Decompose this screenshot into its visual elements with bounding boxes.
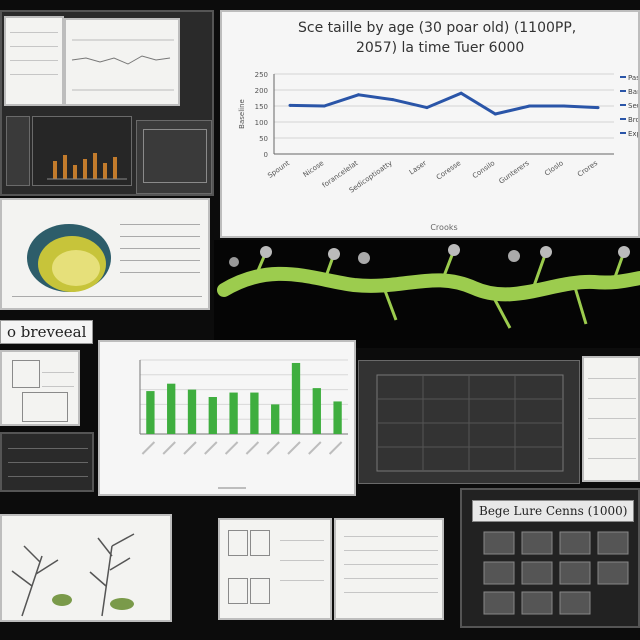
legend-label: Seus bbox=[628, 102, 640, 110]
series-line bbox=[289, 91, 599, 116]
x-tick-placeholder bbox=[204, 441, 218, 455]
legend-label: Broons bbox=[628, 116, 640, 124]
legend-label: Paseta bbox=[628, 74, 640, 82]
legend-label: Exps bbox=[628, 130, 640, 138]
y-tick-label: 200 bbox=[255, 87, 268, 95]
mini-chart-1 bbox=[4, 16, 64, 106]
mini-chart-2 bbox=[64, 18, 180, 106]
data-point bbox=[391, 98, 395, 102]
biography-label: o breveeal bbox=[0, 320, 94, 344]
bar bbox=[271, 404, 280, 434]
leaf-document bbox=[0, 198, 210, 310]
data-point bbox=[528, 104, 532, 108]
data-point bbox=[356, 93, 360, 97]
bar bbox=[250, 392, 259, 434]
x-tick-label: Closlo bbox=[543, 159, 565, 178]
bar bbox=[146, 391, 155, 434]
x-tick-placeholder bbox=[183, 441, 197, 455]
bar bbox=[208, 397, 217, 434]
y-tick-label: 0 bbox=[264, 151, 268, 159]
x-axis-label: Crooks bbox=[430, 223, 457, 232]
leaf-photo bbox=[27, 224, 111, 292]
x-tick-placeholder bbox=[245, 441, 260, 455]
x-tick-label: Crores bbox=[576, 159, 599, 179]
top-left-collage bbox=[0, 10, 214, 196]
grid-panel-svg bbox=[376, 374, 564, 472]
x-tick-placeholder bbox=[141, 441, 156, 455]
y-tick-label: 150 bbox=[255, 103, 268, 111]
y-axis-label: Baseline bbox=[238, 99, 246, 129]
x-tick-label: Coresse bbox=[435, 159, 462, 182]
y-tick-label: 100 bbox=[255, 119, 268, 127]
small-screenshot bbox=[0, 350, 80, 426]
botanical-sketches bbox=[0, 514, 172, 622]
data-point bbox=[322, 104, 326, 108]
x-tick-label: Laser bbox=[408, 159, 428, 177]
botanical-sketch-icon bbox=[11, 533, 135, 617]
mini-dashboard-1 bbox=[6, 116, 30, 186]
bar bbox=[291, 362, 301, 434]
bottom-document-1 bbox=[218, 518, 332, 620]
bottom-right-title: Bege Lure Cenns (1000) bbox=[472, 500, 635, 522]
mini-orange-bars bbox=[47, 153, 127, 180]
x-tick-placeholder bbox=[328, 441, 343, 455]
chart-title-line1: Sce taille by age (30 poar old) (1100PP, bbox=[298, 20, 577, 36]
mini-dashboard-2 bbox=[32, 116, 132, 186]
mini-dashboard-3 bbox=[136, 120, 212, 194]
y-tick-label: 50 bbox=[259, 135, 268, 143]
bar bbox=[333, 401, 342, 434]
bar bbox=[167, 383, 176, 434]
thumbnail-grid bbox=[483, 531, 629, 615]
plant-stem-icon bbox=[217, 244, 640, 329]
x-tick-placeholder bbox=[162, 441, 176, 455]
mini-chart-2-plot bbox=[71, 39, 174, 91]
x-tick-label: Gunterers bbox=[498, 159, 531, 186]
x-tick-label: Spount bbox=[266, 159, 291, 180]
bar bbox=[312, 388, 321, 434]
main-line-chart-panel: Sce taille by age (30 poar old) (1100PP,… bbox=[220, 10, 640, 238]
x-tick-label: Nicose bbox=[302, 159, 326, 179]
bar bbox=[187, 389, 197, 434]
data-point bbox=[596, 106, 600, 110]
x-tick-placeholder bbox=[224, 441, 239, 455]
legend-label: Baras bbox=[628, 88, 640, 96]
small-dark-panel bbox=[0, 432, 94, 492]
x-tick-placeholder bbox=[287, 441, 301, 455]
x-tick-label: Consilo bbox=[471, 159, 496, 180]
plant-illustration bbox=[214, 240, 640, 348]
x-tick-placeholder bbox=[308, 441, 322, 455]
bar-chart-panel bbox=[98, 340, 356, 496]
bar bbox=[229, 392, 238, 434]
right-edge-document bbox=[582, 356, 640, 482]
y-tick-label: 250 bbox=[255, 71, 268, 79]
data-point bbox=[288, 103, 292, 107]
data-point bbox=[562, 104, 566, 108]
bar-chart-svg bbox=[139, 359, 348, 489]
bottom-document-2 bbox=[334, 518, 444, 620]
chart-title-line2: 2057) la time Tuer 6000 bbox=[356, 40, 525, 56]
data-point bbox=[459, 91, 463, 95]
bottom-right-panel: Bege Lure Cenns (1000) bbox=[460, 488, 640, 628]
data-point bbox=[493, 112, 497, 116]
x-tick-placeholder bbox=[266, 441, 280, 455]
data-point bbox=[425, 106, 429, 110]
grid-panel bbox=[358, 360, 580, 484]
